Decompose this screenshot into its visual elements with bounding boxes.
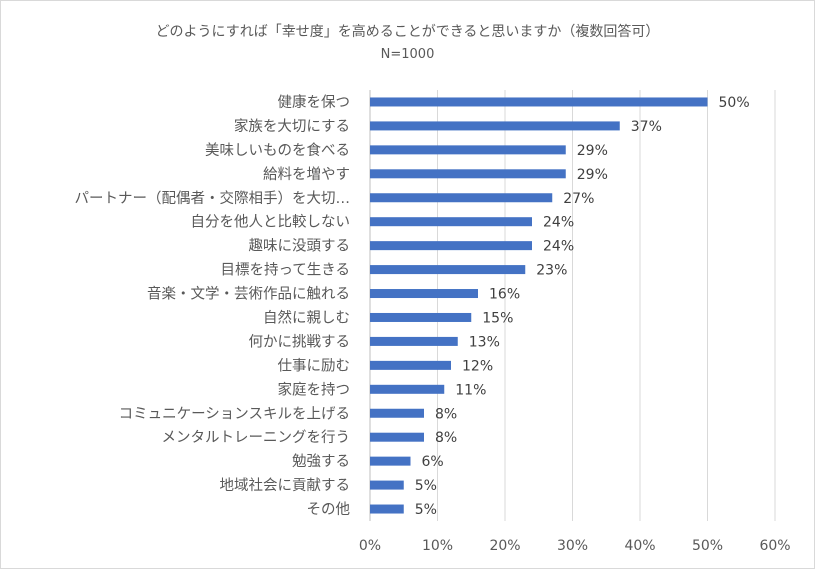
value-labels: 50% 37% 29% 29% 27% 24% 24% 23% 16% 15% 13% 12% 11% 8…: [415, 95, 750, 518]
data-label: 6%: [422, 454, 444, 470]
x-tick-label: 60%: [759, 538, 790, 554]
data-label: 23%: [536, 263, 567, 279]
data-label: 12%: [462, 358, 493, 374]
x-tick-label: 20%: [489, 538, 520, 554]
x-tick-label: 40%: [624, 538, 655, 554]
bar: [370, 456, 411, 466]
bar: [370, 432, 424, 442]
category-label: 仕事に励む: [278, 357, 351, 374]
bar: [370, 312, 472, 322]
x-tick-label: 30%: [557, 538, 588, 554]
category-label: 家庭を持つ: [278, 381, 351, 398]
x-axis-ticks: 0% 10% 20% 30% 40% 50% 60%: [359, 538, 791, 554]
bars: [370, 97, 708, 514]
bar: [370, 217, 532, 227]
data-label: 37%: [631, 119, 662, 135]
data-label: 8%: [435, 406, 457, 422]
category-label: パートナー（配偶者・交際相手）を大切…: [75, 189, 351, 207]
category-label: 家族を大切にする: [234, 118, 350, 135]
gridlines: [369, 90, 776, 521]
category-label: 勉強する: [292, 453, 350, 470]
data-label: 24%: [543, 239, 574, 255]
data-label: 15%: [482, 310, 513, 326]
category-label: 健康を保つ: [278, 94, 351, 111]
bar: [370, 265, 526, 275]
chart-subtitle: N=1000: [380, 47, 435, 62]
chart-title: どのようにすれば「幸せ度」を高めることができると思いますか（複数回答可）: [155, 24, 660, 40]
bar: [370, 289, 478, 299]
x-tick-label: 10%: [422, 538, 453, 554]
category-label: 給料を増やす: [263, 166, 350, 183]
category-label: 美味しいものを食べる: [205, 142, 350, 159]
x-tick-label: 0%: [359, 538, 381, 554]
category-label: 何かに挑戦する: [249, 333, 351, 350]
category-label: 自分を他人と比較しない: [191, 213, 351, 231]
category-label: 趣味に没頭する: [249, 238, 351, 255]
bar: [370, 360, 451, 370]
category-labels: 健康を保つ家族を大切にする美味しいものを食べる給料を増やすパートナー（配偶者・交…: [75, 94, 351, 518]
bar: [370, 480, 404, 490]
bar: [370, 504, 404, 514]
data-label: 27%: [563, 191, 594, 207]
bar: [370, 241, 532, 251]
data-label: 13%: [469, 334, 500, 350]
data-label: 29%: [577, 143, 608, 159]
category-label: その他: [307, 501, 351, 518]
bar: [370, 336, 458, 346]
bar: [370, 97, 708, 107]
bar: [370, 193, 553, 203]
bar: [370, 121, 620, 131]
category-label: 音楽・文学・芸術作品に触れる: [147, 286, 350, 303]
data-label: 50%: [719, 95, 750, 111]
category-label: コミュニケーションスキルを上げる: [119, 405, 350, 422]
data-label: 16%: [489, 287, 520, 303]
bar: [370, 408, 424, 418]
category-label: 目標を持って生きる: [221, 262, 350, 279]
category-label: 自然に親しむ: [263, 309, 350, 326]
category-label: メンタルトレーニングを行う: [162, 429, 351, 446]
data-label: 24%: [543, 215, 574, 231]
bar: [370, 384, 445, 394]
data-label: 11%: [455, 382, 486, 398]
x-tick-label: 50%: [692, 538, 723, 554]
bar: [370, 169, 566, 179]
data-label: 8%: [435, 430, 457, 446]
data-label: 5%: [415, 502, 437, 518]
bar: [370, 145, 566, 155]
data-label: 29%: [577, 167, 608, 183]
data-label: 5%: [415, 478, 437, 494]
category-label: 地域社会に貢献する: [220, 477, 351, 494]
